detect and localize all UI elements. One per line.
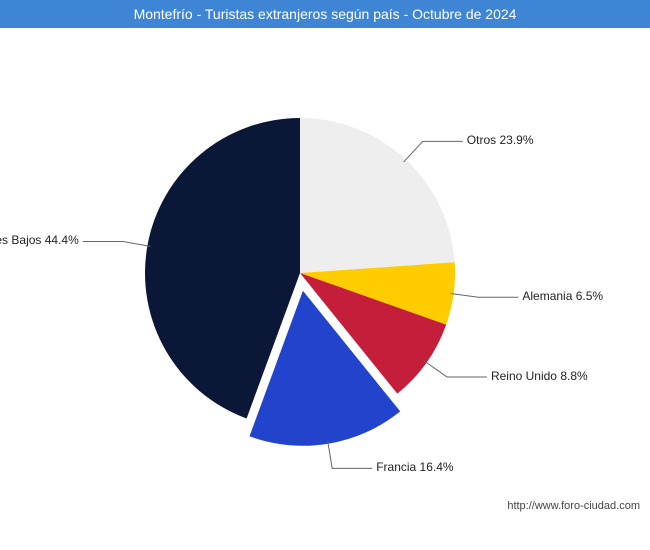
slice-label-países-bajos: Países Bajos 44.4%	[0, 233, 79, 247]
leader-line	[451, 293, 519, 297]
pie-chart-svg	[0, 28, 650, 518]
slice-label-alemania: Alemania 6.5%	[522, 289, 603, 303]
chart-title: Montefrío - Turistas extranjeros según p…	[134, 6, 517, 22]
leader-line	[424, 361, 487, 377]
slice-label-otros: Otros 23.9%	[467, 133, 534, 147]
chart-title-bar: Montefrío - Turistas extranjeros según p…	[0, 0, 650, 28]
slice-label-reino-unido: Reino Unido 8.8%	[491, 369, 588, 383]
leader-line	[83, 241, 151, 246]
slice-label-francia: Francia 16.4%	[376, 460, 453, 474]
footer-url: http://www.foro-ciudad.com	[507, 500, 640, 512]
chart-area: Otros 23.9% Alemania 6.5% Reino Unido 8.8%…	[0, 28, 650, 518]
leader-line	[328, 441, 373, 469]
leader-line	[404, 141, 463, 162]
